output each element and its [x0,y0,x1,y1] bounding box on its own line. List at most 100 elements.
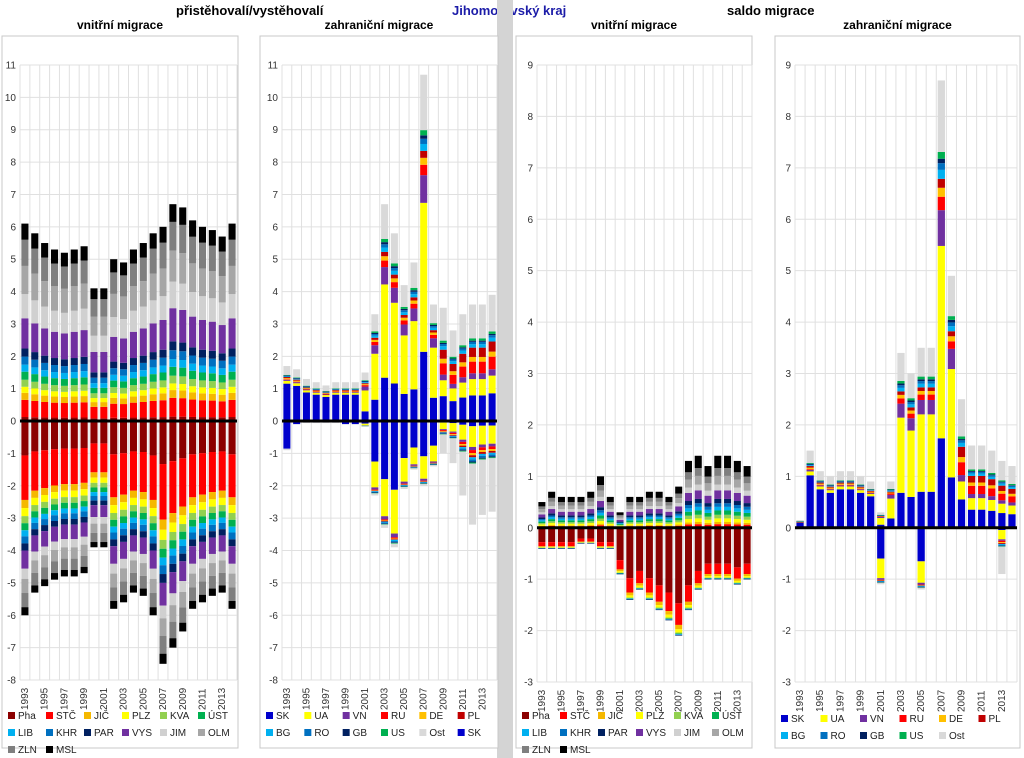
bar-segment-PAR [587,543,595,544]
bar-segment-US [400,306,408,309]
bar-segment-VN [381,267,389,285]
legend-swatch-BG [266,729,273,736]
bar-segment-JIČ [538,546,546,548]
bar-segment-PAR [606,548,614,549]
bar-segment-RU [867,492,875,494]
bar-segment-KVA [675,520,683,523]
bar-segment-STČ [684,585,692,602]
bar-segment-PLZ [139,499,147,507]
bar-segment-KVA [70,497,78,503]
legend-swatch-PAR [598,729,605,736]
bar-segment-JIČ [704,574,712,577]
bar-segment-PLZ [616,525,624,527]
bar-segment-ZLN [139,257,147,282]
bar-segment-Ost [302,378,310,386]
bar-segment-SK [937,438,945,528]
x-tick-label: 1993 [282,687,293,710]
bar-segment-RU [400,320,408,325]
bar-segment-LIB [120,523,128,529]
bar-segment-GB [978,470,986,472]
bar-segment-STČ [149,400,157,418]
bar-segment-RO [371,491,379,493]
legend-swatch-UA [304,712,312,719]
bar-segment-RU [826,488,834,490]
bar-segment-Pha [169,421,177,462]
legend-label: VN [870,714,884,725]
bar-segment-KHR [90,496,98,501]
bar-segment-Pha [70,417,78,422]
bar-segment-GB [917,587,925,588]
bar-segment-PL [381,520,389,522]
bar-segment-UA [478,379,486,396]
bar-segment-US [420,130,428,136]
bar-segment-MSL [675,486,683,494]
bar-segment-KHR [714,503,722,507]
panel-title: zahraniční migrace [843,18,952,32]
bar-segment-UA [390,302,398,384]
bar-segment-GB [846,480,855,482]
bar-segment-VN [846,485,855,487]
panel-title: zahraniční migrace [325,18,434,32]
bar-segment-PAR [743,578,751,580]
bar-segment-RU [312,391,320,393]
bar-segment-KVA [665,522,673,524]
bar-segment-KHR [228,532,236,540]
bar-segment-DE [459,444,467,446]
bar-segment-UA [400,335,408,394]
bar-segment-MSL [129,585,137,593]
bar-segment-PLZ [636,523,644,526]
x-tick-label: 1995 [815,689,826,712]
bar-segment-ÚST [548,519,556,522]
bar-segment-OLM [665,505,673,510]
bar-segment-JIM [139,306,147,329]
bar-segment-STČ [694,570,702,584]
bar-segment-Ost [381,524,389,528]
bar-segment-ÚST [704,512,712,517]
bar-segment-Pha [538,527,546,543]
bar-segment-ÚST [724,578,732,579]
bar-segment-PLZ [41,494,49,502]
bar-segment-STČ [694,524,702,528]
bar-segment-JIM [129,310,137,332]
bar-segment-PAR [50,358,59,366]
bar-segment-JIČ [684,601,692,606]
bar-segment-PAR [149,543,157,551]
bar-segment-GB [887,489,895,491]
legend-swatch-RO [304,729,312,736]
bar-segment-VYS [743,495,751,504]
bar-segment-JIM [169,281,177,309]
bar-segment-ZLN [129,263,137,287]
bar-segment-VYS [655,509,663,514]
bar-segment-UA [947,369,956,478]
bar-segment-SK [988,510,996,528]
bar-segment-KHR [189,532,197,540]
bar-segment-Ost [410,468,418,470]
bar-segment-KVA [694,587,702,589]
bar-segment-Pha [597,527,605,543]
y-tick-label: -7 [7,643,16,654]
bar-segment-RU [488,356,496,370]
bar-segment-PLZ [129,391,137,397]
legend-label: US [910,731,924,742]
bar-segment-PAR [724,498,732,504]
bar-segment-PAR [120,535,128,542]
bar-segment-RO [1008,485,1016,488]
bar-segment-UA [449,388,457,402]
bar-segment-KVA [557,522,565,524]
bar-segment-DE [478,356,486,362]
bar-segment-KVA [60,385,68,392]
bar-segment-ÚST [587,519,595,522]
bar-segment-DE [283,378,291,380]
x-tick-label: 2001 [360,687,371,710]
bar-segment-UA [361,390,369,412]
bar-segment-JIČ [606,546,614,548]
bar-segment-OLM [120,296,128,320]
bar-segment-KHR [50,365,59,373]
bar-segment-KVA [704,577,712,579]
bar-segment-Pha [159,421,167,465]
bar-segment-JIČ [179,390,187,399]
bar-segment-RO [887,490,895,491]
bar-segment-DE [351,390,359,392]
bar-segment-PAR [557,548,565,549]
bar-segment-DE [826,487,834,489]
